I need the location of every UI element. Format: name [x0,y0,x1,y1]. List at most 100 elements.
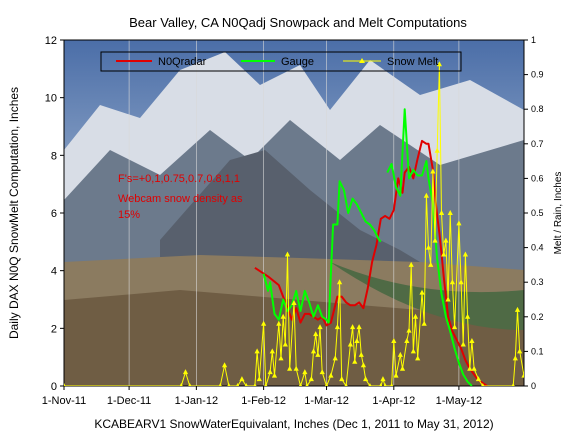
snow-melt-point [458,279,464,285]
snow-melt-point [404,338,410,344]
snow-melt-point [254,348,260,354]
snow-melt-point [293,365,299,371]
snow-melt-point [406,327,412,333]
y2-tick-label: 0.1 [531,346,544,356]
snow-melt-point [352,358,358,364]
snow-melt-point [358,351,364,357]
y-tick-label: 4 [51,266,57,278]
snow-melt-point [391,338,397,344]
snow-melt-point [360,362,367,368]
chart-annotation: F's=+0,1,0.75,0.7,0.8,1,1 Webcam snow de… [118,173,246,221]
y2-tick-label: 0.9 [531,70,544,80]
snow-melt-point [313,331,319,337]
y2-tick-label: 0.6 [531,173,544,183]
snow-melt-point [334,324,340,330]
snow-melt-point [460,341,466,347]
snow-melt-point [179,383,183,386]
snow-melt-point [397,351,403,357]
snow-melt-point [514,306,521,312]
snow-melt-point [291,299,297,305]
snow-melt-point [264,383,268,386]
snow-melt-point [276,320,282,326]
y2-tick-label: 0.4 [531,243,544,253]
y2-tick-label: 0 [531,381,536,391]
snow-melt-point [280,313,286,319]
snow-melt-point [267,369,273,375]
y-tick-label: 8 [51,150,57,162]
snow-melt-point [317,324,323,330]
snow-melt-point [253,383,257,386]
legend-label-gauge: Gauge [281,56,314,68]
snow-melt-point [239,376,245,382]
snow-melt-point [475,376,482,382]
y2-axis-ticks: 0 0.1 0.2 0.3 0.4 0.5 0.6 0.7 0.8 0.9 1 [524,35,544,391]
snow-melt-point [481,383,485,386]
snow-melt-point [256,376,262,382]
snow-melt-point [415,355,421,361]
legend: N0Qradar Gauge Snow Melt [100,51,462,72]
y-tick-label: 12 [45,35,57,47]
snow-melt-point [244,383,248,386]
y2-tick-label: 0.7 [531,139,544,149]
snow-melt-point [436,61,442,67]
x-tick-label: 1-Feb-12 [241,395,286,407]
snow-melt-point [188,383,192,386]
snow-melt-point [451,324,458,330]
snow-melt-point [456,220,462,226]
snow-melt-point [408,261,414,267]
snow-melt-point [471,365,477,371]
x-tick-label: 1-Dec-11 [107,395,151,407]
snow-melt-point [282,341,288,347]
snow-melt-point [344,383,348,386]
snow-melt-point [438,210,445,215]
snow-melt-point [328,372,334,378]
snow-melt-point [410,348,416,354]
y-axis-ticks: 0 2 4 6 8 10 12 [45,35,64,393]
snow-melt-point [218,383,222,386]
annotation-line-2: Webcam snow density as [118,193,243,205]
snow-melt-point [380,376,386,382]
snow-melt-point [261,320,267,326]
snow-melt-point [336,279,343,285]
x-tick-label: 1-Apr-12 [372,395,415,407]
snow-melt-point [390,383,394,386]
series-line-gauge [262,108,473,386]
snow-melt-point [432,237,438,243]
snow-melt-point [227,383,231,386]
snow-melt-point [469,338,475,344]
gridlines [128,40,460,386]
y-tick-label: 2 [51,323,57,335]
snow-melt-point [419,289,425,295]
y-tick-label: 10 [45,93,57,105]
snow-melt-point [449,279,455,285]
snow-melt-point [512,355,518,361]
snow-melt-point [447,210,453,215]
snow-melt-point [305,383,309,386]
snow-melt-point [462,251,469,257]
snow-melt-point [315,351,321,357]
snow-melt-point [445,296,451,302]
snow-melt-point [423,192,429,198]
snow-melt-point [517,348,523,354]
snow-melt-point [393,372,399,378]
snow-melt-point [430,168,436,174]
snow-melt-point [434,147,440,153]
snow-melt-point [324,383,329,386]
snow-melt-point [236,383,240,386]
y2-tick-label: 0.5 [531,208,544,218]
snow-melt-point [368,383,372,386]
y2-tick-label: 1 [531,35,536,45]
snow-melt-point [302,369,308,375]
snow-melt-point [347,341,354,347]
snow-melt-point [310,348,317,354]
snow-melt-point [399,365,406,371]
snow-melt-point [271,372,278,378]
series-layer [64,61,524,386]
snow-melt-point [278,355,284,361]
snow-melt-point [298,383,303,386]
plot-background-photo [64,40,524,386]
snow-melt-point [379,383,383,386]
snow-melt-point [287,365,293,371]
snow-melt-point [221,362,228,368]
